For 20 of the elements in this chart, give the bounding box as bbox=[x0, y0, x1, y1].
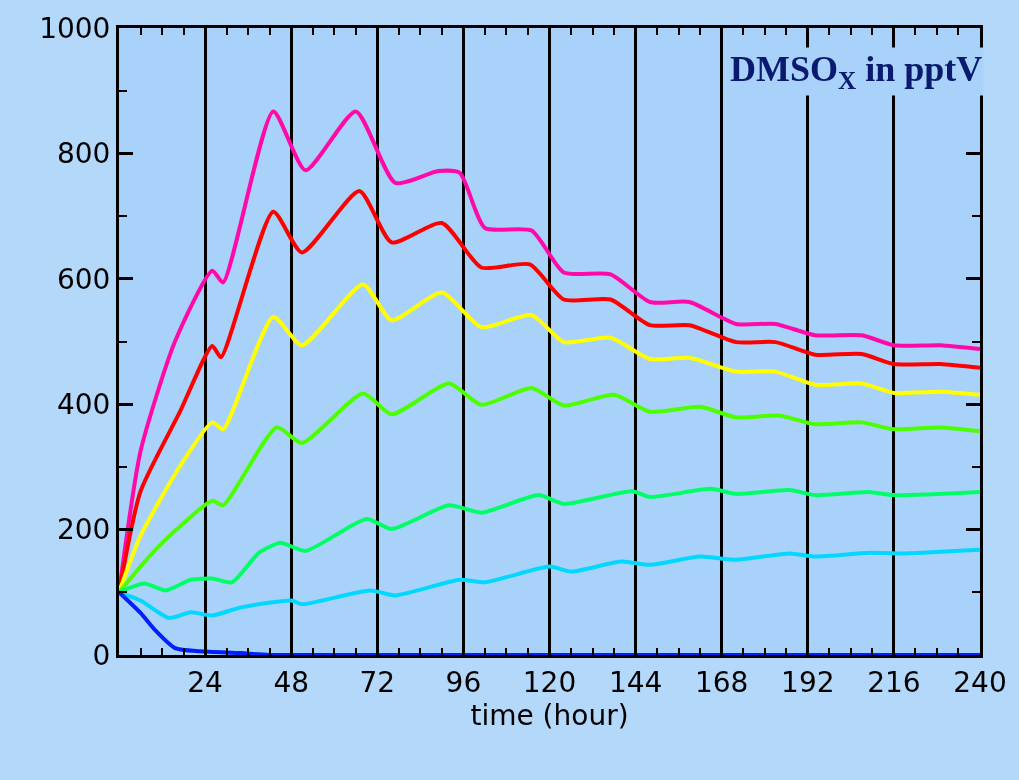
x-tick-label: 72 bbox=[359, 665, 396, 699]
y-tick-label: 400 bbox=[56, 388, 111, 421]
x-tick-label: 48 bbox=[273, 665, 310, 699]
line-series bbox=[119, 486, 980, 595]
x-tick-label: 144 bbox=[608, 665, 663, 699]
y-tick-label: 0 bbox=[92, 638, 111, 672]
x-axis-title: time (hour) bbox=[470, 698, 629, 732]
x-tick-label: 24 bbox=[187, 665, 223, 699]
x-tick-label: 120 bbox=[522, 665, 577, 699]
y-tick-label: 800 bbox=[56, 137, 111, 171]
y-tick-label: 1000 bbox=[39, 11, 111, 45]
x-tick-label: 168 bbox=[694, 665, 749, 699]
x-tick-label: 192 bbox=[781, 665, 835, 699]
line-series bbox=[119, 590, 980, 655]
x-tick-label: 96 bbox=[445, 665, 482, 699]
x-tick-label: 216 bbox=[867, 665, 921, 699]
y-tick-label: 600 bbox=[56, 262, 111, 296]
x-tick-label: 240 bbox=[953, 665, 1007, 699]
y-tick-label: 200 bbox=[56, 513, 111, 547]
annotation: DMSO$_{X}$ in pptV bbox=[730, 49, 983, 94]
